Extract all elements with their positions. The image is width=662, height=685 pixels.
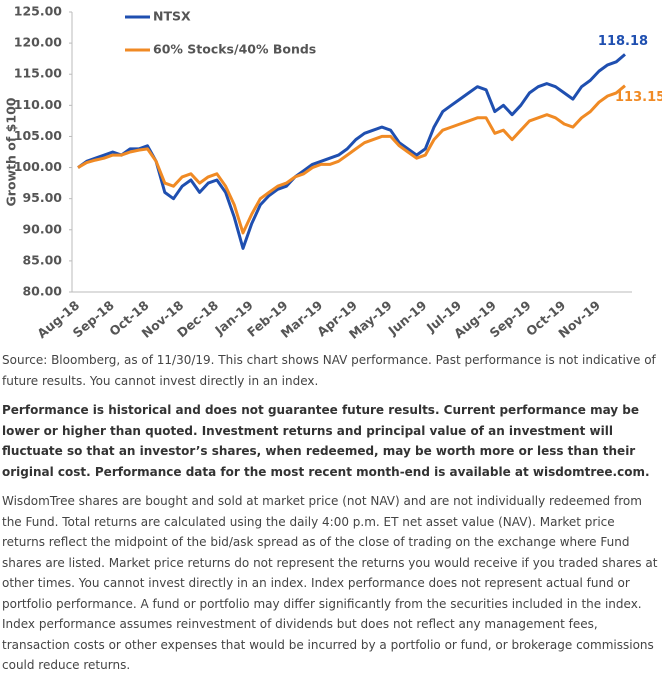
- y-tick-label: 80.00: [22, 284, 62, 299]
- source-note: Source: Bloomberg, as of 11/30/19. This …: [2, 353, 656, 388]
- y-tick-label: 95.00: [22, 190, 62, 205]
- y-tick-label: 105.00: [14, 128, 63, 143]
- y-tick-label: 120.00: [14, 35, 63, 50]
- y-tick-label: 115.00: [14, 66, 63, 81]
- disclosure: WisdomTree shares are bought and sold at…: [2, 494, 658, 672]
- end-value-label: 118.18: [598, 34, 648, 49]
- chart: Growth of $100 80.00 85.00 90.00 95.00 100.0…: [4, 4, 662, 342]
- x-tick-label: Jun-19: [385, 297, 430, 338]
- y-tick-label: 100.00: [14, 159, 63, 174]
- notes: Source: Bloomberg, as of 11/30/19. This …: [2, 350, 658, 685]
- end-value-label: 113.15: [615, 90, 662, 105]
- y-tick-label: 125.00: [14, 4, 63, 19]
- legend-label: 60% Stocks/40% Bonds: [153, 42, 316, 57]
- y-tick-label: 90.00: [22, 221, 62, 236]
- performance-note: Performance is historical and does not g…: [2, 403, 650, 479]
- legend-label: NTSX: [153, 9, 191, 24]
- page: {"chart_data": {"type": "line", "y_label…: [2, 3, 662, 672]
- y-tick-label: 110.00: [14, 97, 63, 112]
- y-tick-label: 85.00: [22, 252, 62, 267]
- series-line: [77, 53, 626, 250]
- series-line: [77, 84, 626, 235]
- y-axis-label: Growth of $100: [4, 97, 19, 206]
